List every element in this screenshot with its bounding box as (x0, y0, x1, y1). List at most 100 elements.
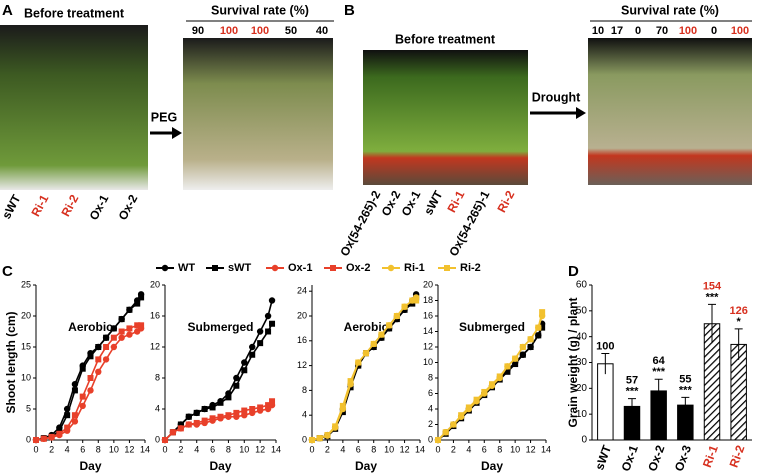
x-tick-label: 6 (80, 444, 85, 454)
y-tick-label: 15 (21, 341, 31, 351)
marker (249, 406, 256, 412)
significance: *** (652, 366, 666, 378)
legend-marker (330, 265, 336, 271)
marker (264, 312, 272, 320)
panel-letter: C (2, 263, 13, 280)
y-tick-label: 8 (428, 372, 433, 382)
marker (535, 332, 542, 339)
marker (201, 406, 208, 412)
marker (79, 402, 86, 410)
survival-rate: 90 (192, 25, 204, 37)
marker (265, 328, 272, 335)
y-tick-label: 2 (428, 419, 433, 429)
series-line (311, 293, 417, 441)
marker (64, 412, 71, 419)
marker (185, 421, 192, 428)
legend-marker (212, 265, 218, 271)
marker (233, 374, 240, 382)
genotype-label: Ri-2 (494, 188, 517, 215)
y-tick-label: 4 (155, 403, 160, 413)
y-tick-label: 5 (26, 403, 31, 413)
genotype-label: sWT (0, 192, 24, 222)
y-tick-label: 24 (297, 286, 307, 296)
marker (539, 309, 546, 316)
y-tick-label: 10 (21, 372, 31, 382)
heading: Survival rate (%) (211, 3, 309, 17)
marker (233, 409, 240, 416)
series-line (311, 296, 417, 441)
marker (339, 402, 346, 409)
x-tick-label: 10 (239, 444, 249, 454)
y-tick-label: 60 (576, 280, 588, 291)
marker (185, 413, 192, 420)
marker (241, 412, 248, 419)
bar (650, 390, 667, 441)
marker (134, 322, 141, 329)
y-tick-label: 20 (423, 279, 433, 289)
y-tick-label: 8 (155, 372, 160, 382)
x-axis-label: Day (481, 459, 503, 473)
x-tick-label: 4 (65, 444, 70, 454)
x-tick-label: 12 (400, 444, 410, 454)
x-tick-label: 2 (325, 444, 330, 454)
percent-label: 64 (653, 355, 666, 367)
marker (347, 378, 354, 385)
x-tick-label: 0 (309, 444, 314, 454)
y-tick-label: 20 (576, 383, 588, 394)
error-bar (681, 396, 690, 406)
marker (225, 412, 232, 419)
marker (401, 303, 408, 310)
genotype-label: Ox-2 (116, 192, 141, 222)
y-tick-label: 16 (150, 310, 160, 320)
marker (268, 297, 276, 304)
marker (103, 334, 110, 341)
x-tick-label: 4 (340, 444, 345, 454)
marker (465, 404, 472, 411)
x-tick-label: Ox-3 (672, 443, 694, 473)
series-line (311, 296, 417, 441)
percent-label: 154 (703, 280, 722, 292)
y-tick-label: 12 (150, 341, 160, 351)
marker (519, 351, 526, 358)
legend-marker (444, 265, 450, 271)
arrow-head (576, 107, 586, 119)
marker (442, 429, 449, 436)
y-tick-label: 18 (423, 295, 433, 305)
marker (79, 393, 86, 400)
marker (95, 368, 102, 375)
marker (241, 367, 248, 374)
marker (201, 417, 208, 424)
genotype-label: Ox(54-265)-2 (337, 188, 383, 258)
x-tick-label: sWT (592, 443, 614, 472)
marker (504, 368, 511, 375)
marker (209, 415, 216, 422)
series-line (35, 293, 142, 441)
marker (138, 294, 145, 301)
marker (378, 331, 385, 338)
marker (209, 404, 216, 411)
chart-title: Submerged (459, 320, 525, 334)
marker (249, 343, 256, 351)
x-tick-label: 12 (526, 444, 536, 454)
significance: * (737, 316, 742, 328)
marker (265, 402, 272, 409)
bar (597, 363, 614, 441)
marker (118, 334, 125, 341)
x-axis-label: Day (355, 459, 377, 473)
survival-rate: 50 (285, 25, 297, 37)
marker (481, 388, 488, 395)
x-tick-label: 8 (497, 444, 502, 454)
legend-marker (271, 264, 279, 272)
chart-title: Aerobic (344, 320, 389, 334)
panel-letter: B (344, 2, 355, 19)
x-tick-label: 6 (210, 444, 215, 454)
heading: Survival rate (%) (621, 3, 719, 17)
marker (126, 325, 133, 332)
x-axis-label: Day (79, 459, 101, 473)
survival-rate: 70 (656, 25, 668, 37)
y-tick-label: 4 (428, 403, 433, 413)
legend-label: Ri-1 (404, 262, 425, 274)
treatment: PEG (151, 110, 177, 124)
marker (512, 355, 519, 362)
legend-marker (161, 264, 169, 272)
